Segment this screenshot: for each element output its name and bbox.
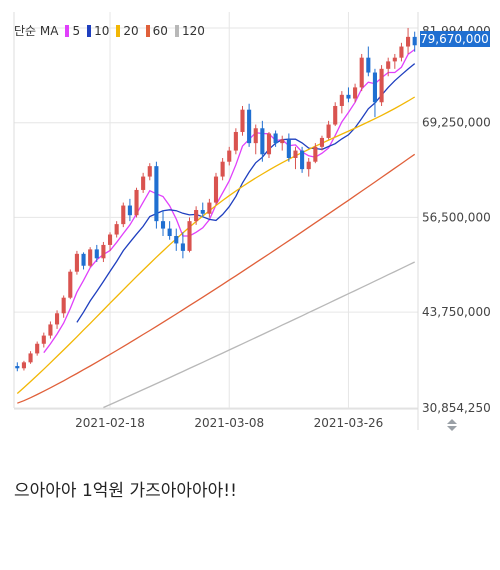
candle-body [180,243,185,251]
ma5-line [43,48,416,354]
candle-body [346,94,351,99]
candle-body [154,166,159,222]
y-tick-label: 43,750,000 [422,305,491,319]
candle-body [247,109,252,144]
y-tick-label: 30,854,250 [422,401,491,415]
candles [15,27,417,372]
chart-grid [13,12,419,430]
legend-item-ma120: 120 [181,23,205,38]
candle-body [353,87,358,99]
candle-body [141,176,146,190]
candle-body [227,150,232,162]
candle-body [406,36,411,47]
candle-body [399,46,404,58]
candle-body [253,128,258,144]
candle-body [392,57,397,62]
legend-item-ma5: 5 [72,23,81,38]
legend-item-ma10: 10 [94,23,110,38]
candle-body [61,297,66,314]
candle-body [114,224,119,235]
candle-body [286,139,291,158]
candle-body [194,210,199,222]
legend-swatch-ma10 [87,24,92,37]
candle-body [339,94,344,106]
legend-swatch-ma120 [174,24,179,37]
candle-body [81,253,86,266]
y-tick-label: 56,500,000 [422,210,491,224]
x-axis: 2021-02-18 2021-03-08 2021-03-26 [75,416,383,430]
candle-body [266,133,272,155]
candle-body [88,249,93,266]
candle-body [300,150,305,170]
candle-body [379,68,384,103]
candle-body [366,57,371,73]
candle-body [306,161,311,170]
post-caption: 으아아아 1억원 가즈아아아아!! [14,481,237,501]
chart-legend: 단순 MA 5 10 20 60 120 [14,22,205,39]
scroll-arrows-icon[interactable] [445,418,459,432]
candle-body [412,36,417,46]
legend-title: 단순 MA [14,24,59,38]
candle-body [48,324,53,336]
candle-body [319,137,325,147]
x-tick-label: 2021-02-18 [75,416,145,430]
candle-body [160,221,166,229]
candle-body [167,228,172,237]
candle-body [260,128,265,155]
candle-body [68,271,73,298]
legend-item-ma60: 60 [152,23,168,38]
candle-body [74,253,79,272]
candle-body [21,362,26,369]
candle-body [41,335,46,344]
candle-body [313,146,318,162]
candle-body [333,105,338,125]
candle-body [134,189,139,216]
x-tick-label: 2021-03-08 [194,416,264,430]
candle-body [15,366,20,369]
candlestick-chart[interactable]: 81,994,00069,250,00056,500,00043,750,000… [0,0,500,440]
candle-body [200,210,205,214]
ma120-line [103,261,415,409]
candle-body [187,221,192,251]
candle-body [121,205,126,225]
current-price-badge: 79,670,000 [420,31,490,47]
candle-body [372,72,378,103]
y-tick-label: 69,250,000 [422,116,491,130]
legend-swatch-ma20 [116,24,121,37]
candle-body [293,150,298,158]
candle-body [94,249,99,259]
legend-item-ma20: 20 [123,23,139,38]
candle-body [147,166,152,177]
legend-swatch-ma60 [145,24,150,37]
y-axis: 81,994,00069,250,00056,500,00043,750,000… [422,24,491,415]
candle-body [107,234,113,245]
ma60-line [17,153,416,404]
candle-body [233,131,238,151]
candle-body [101,244,106,259]
candle-body [54,313,60,325]
x-tick-label: 2021-03-26 [314,416,384,430]
candle-body [28,353,33,363]
candle-body [35,343,40,354]
candle-body [240,109,245,132]
candle-body [174,236,179,244]
legend-swatch-ma5 [65,24,70,37]
moving-average-lines [16,48,416,409]
candle-body [207,202,212,214]
candle-body [386,61,391,69]
candle-body [127,205,132,216]
candle-body [273,133,278,144]
candle-body [220,161,225,177]
ma10-line [76,63,416,323]
candle-body [326,124,331,138]
candle-body [213,176,219,203]
candle-body [359,57,364,88]
ma20-line [16,96,416,394]
candle-body [280,139,285,144]
